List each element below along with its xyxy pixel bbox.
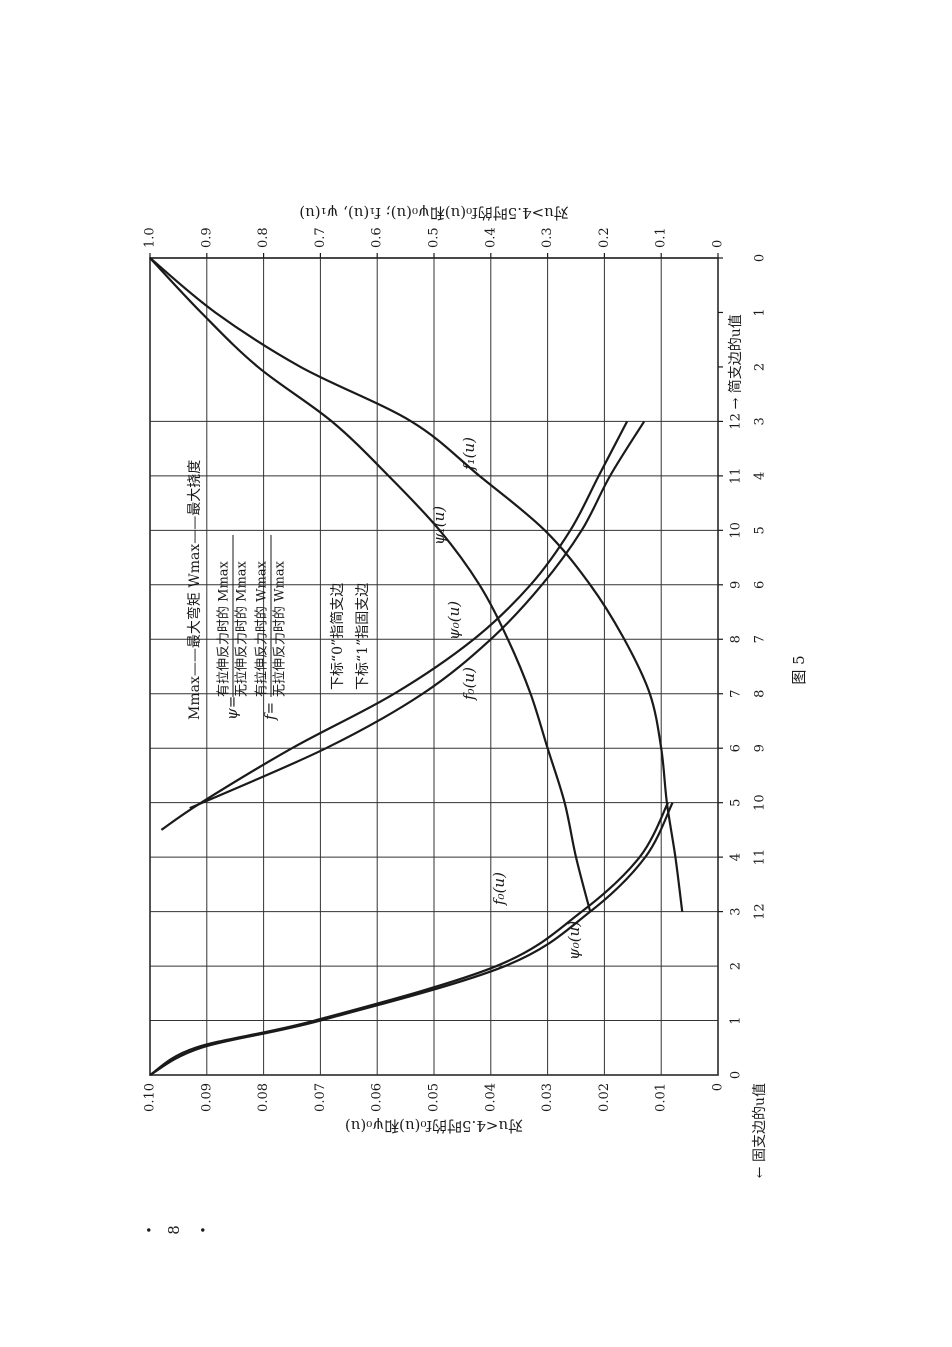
x-tick-label: 11	[729, 468, 744, 485]
legend-line: Mmax——最大弯矩 Wmax——最大挠度	[186, 460, 203, 720]
y-tick-label: 0.09	[199, 1083, 214, 1112]
x2-tick-label: 1	[753, 308, 768, 316]
y-tick-label: 0.07	[313, 1083, 328, 1112]
curve-label: f₀(u)	[460, 667, 478, 701]
x2-tick-label: 7	[753, 635, 768, 643]
x-tick-label: 6	[729, 744, 744, 752]
y2-tick-label: 0.6	[370, 227, 385, 248]
y-tick-label: 0.05	[427, 1083, 442, 1112]
x2-tick-label: 0	[753, 254, 768, 262]
y2-axis-title: 对u>4.5时的f₀(u)和ψ₀(u); f₁(u), ψ₁(u)	[299, 204, 569, 222]
y-axis-title: 对u<4.5时的f₀(u)和ψ₀(u)	[345, 1117, 523, 1135]
page-dot: •	[197, 1226, 211, 1233]
y2-tick-label: 0.9	[199, 227, 214, 248]
x-tick-label: 10	[729, 522, 744, 539]
x2-tick-label: 11	[753, 849, 768, 866]
x-tick-label: 8	[729, 635, 744, 643]
curve	[149, 802, 674, 1076]
y-tick-label: 0.06	[370, 1083, 385, 1112]
curve-label: ψ₀(u)	[565, 921, 583, 960]
rotated-chart: 0 0.01 0.02 0.03 0.04 0.05 0.06 0.07 0.08 0.09 0.1…	[143, 204, 809, 1235]
y-tick-label: 0.01	[654, 1083, 669, 1112]
y2-tick-label: 0.5	[427, 227, 442, 248]
note: 下标“1”指固支边	[355, 583, 371, 690]
page-number: 8	[165, 1225, 183, 1235]
curve	[149, 257, 684, 912]
x-tick-label: 7	[729, 690, 744, 698]
y-tick-label: 0.03	[540, 1083, 555, 1112]
x2-tick-label: 3	[753, 417, 768, 425]
x2-tick-label: 5	[753, 526, 768, 534]
y2-tick-label: 0.2	[597, 227, 612, 248]
y2-tick-label: 0.8	[256, 227, 271, 248]
y-tick-label: 0.10	[143, 1083, 158, 1112]
curve-label: f₁(u)	[460, 437, 478, 471]
x2-tick-label: 10	[753, 794, 768, 811]
y2-tick-label: 0	[711, 240, 726, 248]
x-tick-label: 3	[729, 907, 744, 915]
formula-numerator: 有拉伸反力时的 Wmax	[254, 560, 270, 697]
x2-tick-label: 2	[753, 363, 768, 371]
formula-denominator: 无拉伸反力时的 Mmax	[234, 560, 250, 697]
y2-tick-label: 0.3	[540, 227, 555, 248]
formula-lhs: ψ=	[223, 696, 241, 720]
y2-tick-label: 0.4	[483, 227, 498, 248]
curve	[160, 420, 629, 831]
curve	[149, 257, 592, 912]
formula-denominator: 无拉伸反力时的 Wmax	[272, 560, 288, 697]
x2-tick-label: 12	[753, 903, 768, 920]
x-tick-label: 12	[729, 413, 744, 430]
curve-label: ψ₀(u)	[445, 601, 463, 640]
y-tick-label: 0.04	[483, 1083, 498, 1112]
y2-tick-label: 0.1	[654, 227, 669, 248]
x2-tick-label: 9	[753, 744, 768, 752]
y-tick-label: 0.02	[597, 1083, 612, 1112]
x2-axis-title: → 简支边的u值	[727, 314, 744, 409]
x-tick-label: 4	[729, 853, 744, 861]
y-tick-label: 0.08	[256, 1083, 271, 1112]
x2-tick-label: 6	[753, 581, 768, 589]
x-tick-label: 0	[729, 1071, 744, 1079]
y2-tick-label: 1.0	[143, 227, 158, 248]
x-tick-label: 9	[729, 581, 744, 589]
curve-label: f₀(u)	[490, 872, 508, 906]
formula-numerator: 有拉伸反力时的 Mmax	[216, 560, 232, 697]
x-tick-label: 5	[729, 799, 744, 807]
curve	[189, 420, 646, 810]
figure-caption: 图 5	[790, 655, 808, 684]
x-tick-label: 1	[729, 1016, 744, 1024]
y2-tick-label: 0.7	[313, 227, 328, 248]
x-axis-title: ← 固支边的u值	[752, 1083, 768, 1178]
x2-tick-label: 8	[753, 690, 768, 698]
x2-tick-label: 4	[753, 472, 768, 480]
curve-label: ψ₁(u)	[430, 506, 448, 545]
page-dot: •	[143, 1226, 157, 1233]
curve	[149, 802, 669, 1076]
note: 下标“0”指简支边	[329, 583, 346, 690]
formula-lhs: f=	[261, 702, 279, 721]
y-tick-label: 0	[711, 1083, 726, 1091]
x-tick-label: 2	[729, 962, 744, 970]
